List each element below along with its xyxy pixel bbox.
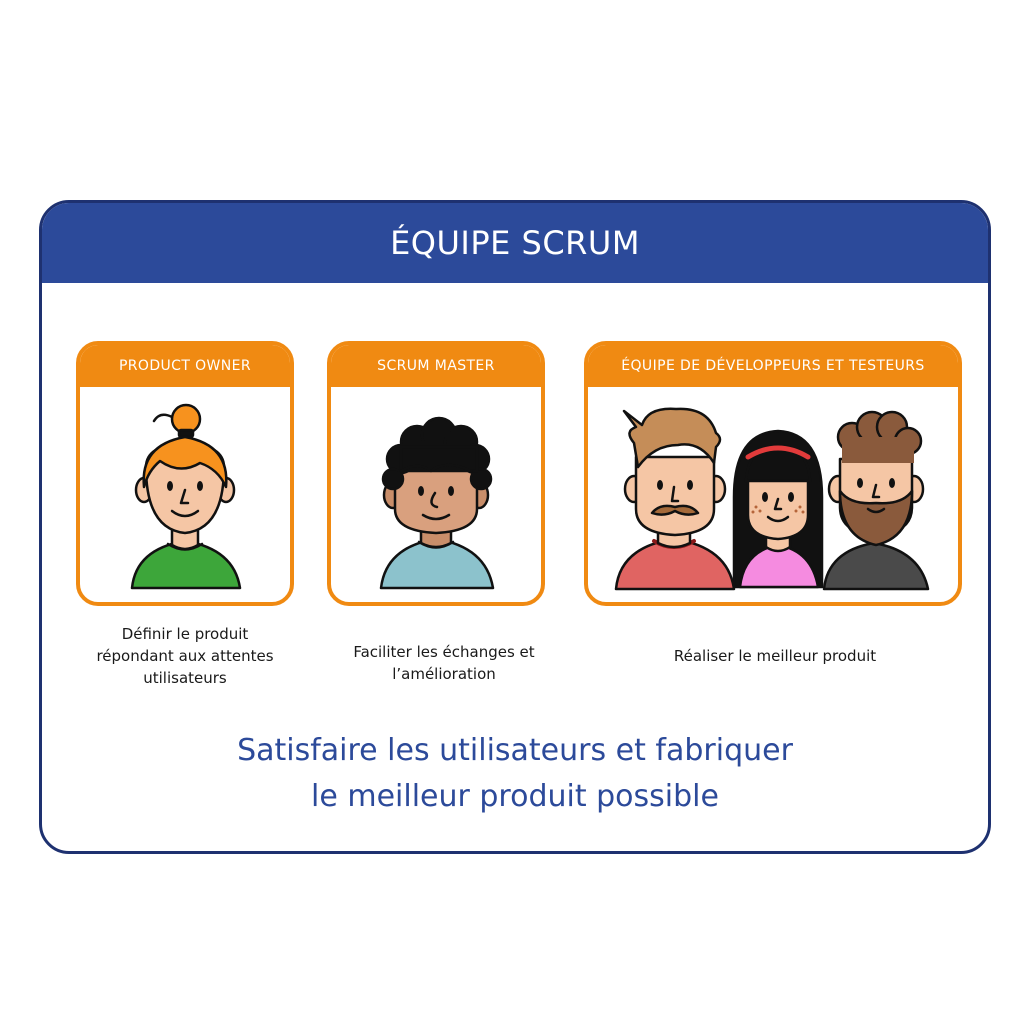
product-owner-card: PRODUCT OWNER	[76, 341, 294, 606]
product-owner-title: PRODUCT OWNER	[118, 358, 252, 374]
dev-team-title: ÉQUIPE DE DÉVELOPPEURS ET TESTEURS	[621, 358, 925, 374]
panel-title: ÉQUIPE SCRUM	[390, 224, 640, 262]
woman-orange-bun-avatar-icon	[80, 387, 290, 602]
team-goal-tagline: Satisfaire les utilisateurs et fabriquer…	[237, 733, 793, 814]
dev-team-card-header: ÉQUIPE DE DÉVELOPPEURS ET TESTEURS	[588, 345, 958, 387]
scrum-master-title: SCRUM MASTER	[377, 358, 495, 374]
panel-header: ÉQUIPE SCRUM	[42, 203, 988, 283]
product-owner-description: Définir le produit répondant aux attente…	[96, 625, 274, 687]
scrum-master-card: SCRUM MASTER	[327, 341, 545, 606]
scrum-master-card-header: SCRUM MASTER	[331, 345, 541, 387]
man-curly-hair-avatar-icon	[331, 387, 541, 602]
team-of-three-avatars-icon	[588, 387, 958, 602]
scrum-master-description: Faciliter les échanges et l’amélioration	[353, 643, 535, 683]
product-owner-card-header: PRODUCT OWNER	[80, 345, 290, 387]
dev-team-description: Réaliser le meilleur produit	[673, 647, 877, 665]
dev-team-card: ÉQUIPE DE DÉVELOPPEURS ET TESTEURS	[584, 341, 962, 606]
